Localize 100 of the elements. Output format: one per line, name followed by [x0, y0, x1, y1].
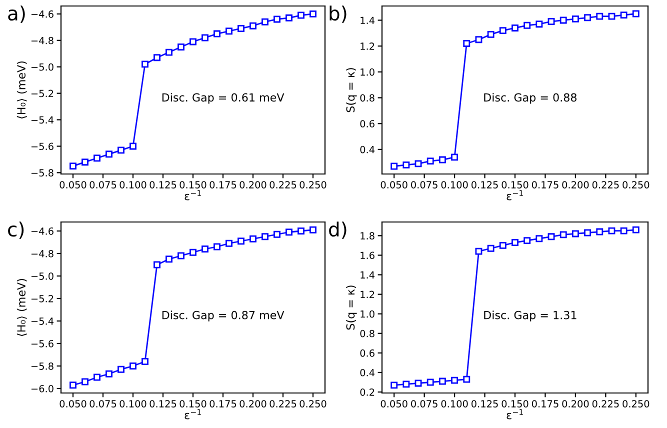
chart-title: a)	[8, 6, 25, 23]
point	[226, 240, 232, 247]
x-tick-label: 0.225	[592, 400, 619, 408]
x-tick-label: 0.125	[471, 181, 498, 188]
point	[250, 235, 256, 242]
y-tick-label: −4.8	[31, 36, 54, 44]
point	[106, 150, 112, 158]
x-tick-label: 0.225	[270, 181, 296, 188]
y-tick-label: 0.8	[360, 330, 374, 338]
y-axis-title: ⟨H₀⟩ (meV)	[16, 278, 27, 336]
x-tick-label: 0.050	[380, 400, 408, 408]
y-tick-label: −5.8	[31, 362, 54, 370]
y-tick-label: 1.4	[360, 16, 375, 24]
x-tick-label: 0.175	[532, 181, 558, 188]
point	[487, 30, 494, 38]
point	[70, 382, 76, 389]
x-tick-label: 0.150	[502, 181, 528, 188]
y-tick-label: −5.6	[31, 340, 54, 348]
x-tick-label: 0.125	[150, 400, 176, 408]
point	[262, 18, 268, 26]
y-axis-title: ⟨H₀⟩ (meV)	[16, 61, 27, 118]
point	[402, 380, 410, 388]
point	[536, 235, 543, 242]
point	[402, 161, 410, 168]
point	[620, 227, 628, 234]
x-tick-label: 0.200	[562, 400, 589, 408]
x-axis-title: ε$^{−1}$	[184, 190, 201, 200]
chart-title: c)	[8, 222, 24, 239]
x-tick-label: 0.125	[471, 400, 498, 408]
x-tick-label: 0.100	[441, 181, 468, 188]
point	[226, 28, 232, 35]
y-tick-label: 1.4	[360, 271, 375, 278]
x-tick-label: 0.225	[270, 400, 296, 408]
point	[142, 358, 148, 365]
y-tick-label: −4.8	[31, 250, 54, 258]
y-tick-label: −5.4	[31, 318, 54, 325]
point	[596, 12, 604, 20]
x-tick-label: 0.150	[502, 400, 528, 408]
chart-title: b)	[330, 6, 346, 23]
point	[154, 54, 160, 62]
y-tick-label: 0.2	[360, 388, 374, 396]
point	[298, 228, 304, 234]
point	[536, 20, 543, 28]
point	[572, 15, 579, 22]
point	[118, 146, 124, 154]
point	[310, 10, 316, 18]
x-tick-label: 0.250	[300, 181, 326, 188]
point	[190, 248, 196, 256]
x-tick-label: 0.175	[210, 181, 236, 188]
point	[560, 16, 567, 24]
point	[426, 378, 434, 386]
point	[632, 10, 640, 18]
point	[82, 378, 88, 386]
y-tick-label: −4.6	[31, 10, 54, 18]
point	[130, 142, 136, 150]
annotation: Disc. Gap = 1.31	[484, 310, 576, 322]
point	[214, 243, 220, 250]
x-axis-title: ε$^{−1}$	[184, 409, 201, 420]
y-tick-label: −5.0	[31, 272, 54, 280]
y-tick-label: 1.6	[360, 252, 374, 260]
x-tick-label: 0.100	[120, 181, 146, 188]
point	[250, 22, 256, 30]
y-tick-label: −5.2	[31, 90, 54, 98]
point	[620, 12, 628, 19]
y-axis-title: S(q = κ)	[346, 68, 357, 112]
y-tick-label: 0.6	[360, 120, 374, 128]
point	[572, 230, 579, 238]
point	[202, 246, 208, 252]
point	[487, 244, 494, 252]
point	[475, 36, 482, 44]
point	[596, 228, 604, 236]
x-tick-label: 0.125	[150, 181, 176, 188]
point	[286, 228, 292, 236]
point	[166, 48, 172, 56]
point	[463, 40, 470, 47]
point	[310, 226, 316, 234]
x-tick-label: 0.200	[562, 181, 589, 188]
point	[438, 156, 446, 164]
y-tick-label: 0.4	[360, 368, 375, 376]
point	[584, 229, 592, 236]
x-axis-title: ε$^{−1}$	[506, 409, 523, 420]
point	[106, 370, 112, 378]
x-tick-label: 0.150	[180, 181, 206, 188]
point	[94, 154, 100, 162]
point	[238, 25, 244, 32]
x-tick-label: 0.050	[380, 181, 408, 188]
point	[451, 154, 458, 161]
point	[414, 160, 422, 168]
x-tick-label: 0.200	[240, 400, 266, 408]
x-tick-label: 0.075	[90, 181, 116, 188]
point	[202, 34, 208, 42]
y-tick-label: 0.6	[360, 349, 374, 357]
y-tick-label: −5.4	[31, 116, 54, 124]
point	[512, 239, 518, 246]
y-tick-label: 1.2	[360, 290, 374, 298]
annotation: Disc. Gap = 0.61 meV	[162, 93, 284, 104]
point	[499, 27, 506, 34]
x-tick-label: 0.100	[441, 400, 468, 408]
y-tick-label: 0.4	[360, 146, 375, 154]
point	[475, 248, 482, 255]
